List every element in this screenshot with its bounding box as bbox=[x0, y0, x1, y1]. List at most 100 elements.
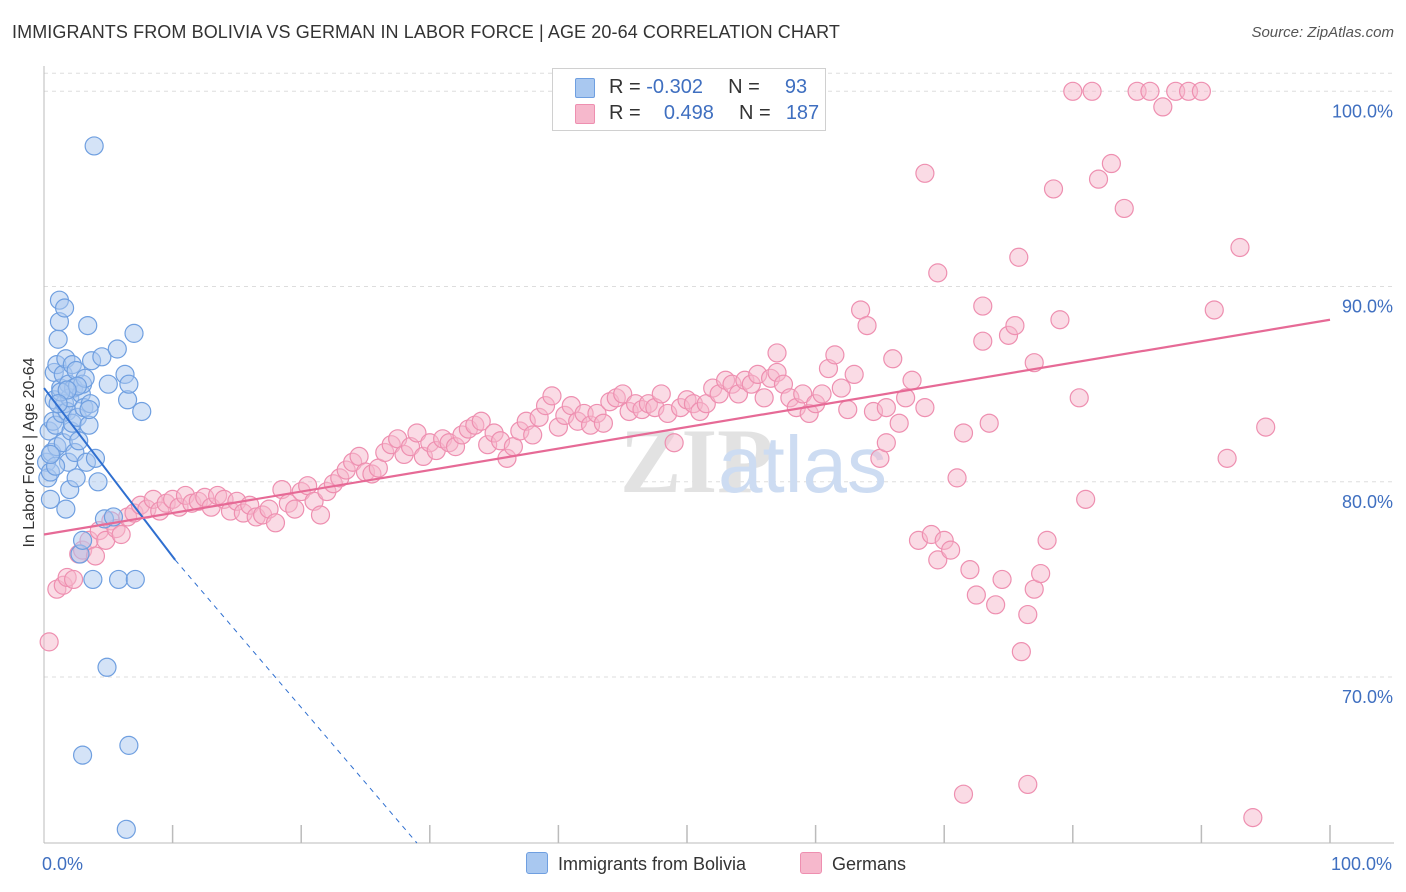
germans-point bbox=[523, 425, 543, 445]
legend-n-label-bolivia: N = bbox=[728, 76, 760, 98]
bolivia-point bbox=[54, 298, 75, 318]
germans-point bbox=[1018, 774, 1038, 795]
germans-point bbox=[992, 569, 1012, 590]
bolivia-point bbox=[72, 530, 93, 550]
bolivia-point bbox=[97, 657, 117, 677]
bolivia-point bbox=[88, 472, 108, 492]
germans-point bbox=[876, 433, 896, 453]
germans-point bbox=[973, 331, 993, 351]
bolivia-point bbox=[116, 819, 136, 839]
germans-points bbox=[39, 81, 1276, 828]
germans-point bbox=[1037, 530, 1057, 550]
germans-point bbox=[857, 315, 877, 336]
chart-title: IMMIGRANTS FROM BOLIVIA VS GERMAN IN LAB… bbox=[12, 22, 840, 42]
germans-point bbox=[1114, 198, 1134, 219]
germans-point bbox=[1256, 417, 1276, 437]
bottom-legend-swatch-germans bbox=[800, 852, 822, 874]
germans-point bbox=[111, 524, 131, 545]
germans-point bbox=[896, 388, 916, 408]
germans-point bbox=[1069, 388, 1089, 408]
germans-point bbox=[1140, 81, 1160, 101]
germans-point bbox=[1101, 153, 1121, 174]
germans-point bbox=[876, 397, 896, 418]
legend-swatch-bolivia bbox=[575, 78, 595, 98]
correlation-legend: R = -0.302 N = 93 R = 0.498 N = 187 bbox=[552, 68, 826, 131]
germans-point bbox=[844, 364, 864, 384]
germans-point bbox=[265, 513, 286, 533]
germans-point bbox=[812, 384, 832, 404]
germans-point bbox=[928, 263, 948, 283]
germans-point bbox=[960, 560, 980, 580]
germans-point bbox=[831, 378, 851, 398]
bolivia-point bbox=[66, 468, 86, 488]
germans-point bbox=[1024, 353, 1044, 373]
germans-point bbox=[928, 550, 948, 570]
germans-point bbox=[1230, 237, 1250, 258]
bolivia-point bbox=[48, 329, 68, 349]
germans-point bbox=[1153, 97, 1173, 117]
watermark: ZIP atlas bbox=[620, 410, 887, 512]
legend-n-value-bolivia: 93 bbox=[784, 76, 808, 98]
regression-lines bbox=[43, 318, 1331, 844]
germans-point bbox=[767, 343, 787, 363]
germans-point bbox=[1011, 642, 1031, 662]
bolivia-point bbox=[125, 569, 145, 590]
y-axis-title: In Labor Force | Age 20-64 bbox=[21, 357, 38, 547]
germans-point bbox=[613, 384, 633, 404]
legend-n-label-germans: N = bbox=[739, 102, 771, 124]
x-tick-labels: 0.0% 100.0% bbox=[42, 854, 1392, 874]
bolivia-point bbox=[107, 339, 127, 359]
watermark-atlas: atlas bbox=[718, 420, 887, 509]
germans-point bbox=[63, 569, 84, 590]
germans-point bbox=[915, 163, 935, 183]
bolivia-point bbox=[78, 315, 98, 336]
germans-point bbox=[1088, 169, 1109, 189]
bolivia-point bbox=[69, 431, 89, 451]
x-tick-label-min: 0.0% bbox=[42, 854, 83, 874]
germans-point bbox=[1217, 448, 1237, 468]
germans-point bbox=[966, 585, 986, 605]
germans-regression-line bbox=[43, 318, 1331, 536]
legend-r-value-germans: 0.498 bbox=[663, 102, 714, 124]
germans-point bbox=[1043, 179, 1064, 199]
germans-point bbox=[941, 540, 961, 560]
germans-point bbox=[664, 433, 684, 453]
bolivia-point bbox=[124, 323, 144, 343]
germans-point bbox=[1082, 81, 1102, 101]
legend-r-label-germans: R = bbox=[609, 102, 641, 124]
germans-point bbox=[1005, 315, 1025, 336]
germans-point bbox=[947, 468, 967, 488]
bolivia-point bbox=[72, 745, 93, 765]
bolivia-point bbox=[119, 374, 139, 394]
germans-point bbox=[953, 784, 974, 804]
bottom-legend-label-bolivia: Immigrants from Bolivia bbox=[558, 854, 747, 874]
x-tick-label-max: 100.0% bbox=[1331, 854, 1392, 874]
germans-point bbox=[915, 397, 935, 418]
bottom-legend-label-germans: Germans bbox=[832, 854, 907, 874]
germans-point bbox=[1018, 604, 1038, 625]
legend-n-value-germans: 187 bbox=[785, 102, 820, 124]
bolivia-regression-line bbox=[43, 387, 176, 561]
germans-point bbox=[310, 505, 331, 525]
y-tick-label: 100.0% bbox=[1332, 101, 1393, 121]
germans-point bbox=[973, 296, 993, 316]
germans-point bbox=[1243, 808, 1263, 828]
bottom-legend-bolivia: Immigrants from Bolivia bbox=[526, 852, 746, 875]
bolivia-point bbox=[83, 569, 103, 590]
bolivia-points bbox=[36, 136, 152, 839]
y-tick-label: 70.0% bbox=[1342, 687, 1393, 707]
watermark-zip: ZIP bbox=[620, 410, 773, 512]
germans-point bbox=[285, 499, 305, 519]
germans-point bbox=[651, 384, 671, 404]
y-tick-label: 80.0% bbox=[1342, 492, 1393, 512]
germans-point bbox=[1031, 563, 1051, 584]
germans-point bbox=[471, 411, 491, 431]
germans-point bbox=[39, 632, 59, 652]
bottom-legend-germans: Germans bbox=[800, 852, 906, 875]
germans-point bbox=[793, 384, 813, 404]
germans-point bbox=[754, 388, 774, 408]
germans-point bbox=[825, 345, 845, 365]
germans-point bbox=[902, 370, 922, 390]
bolivia-point bbox=[108, 569, 129, 590]
